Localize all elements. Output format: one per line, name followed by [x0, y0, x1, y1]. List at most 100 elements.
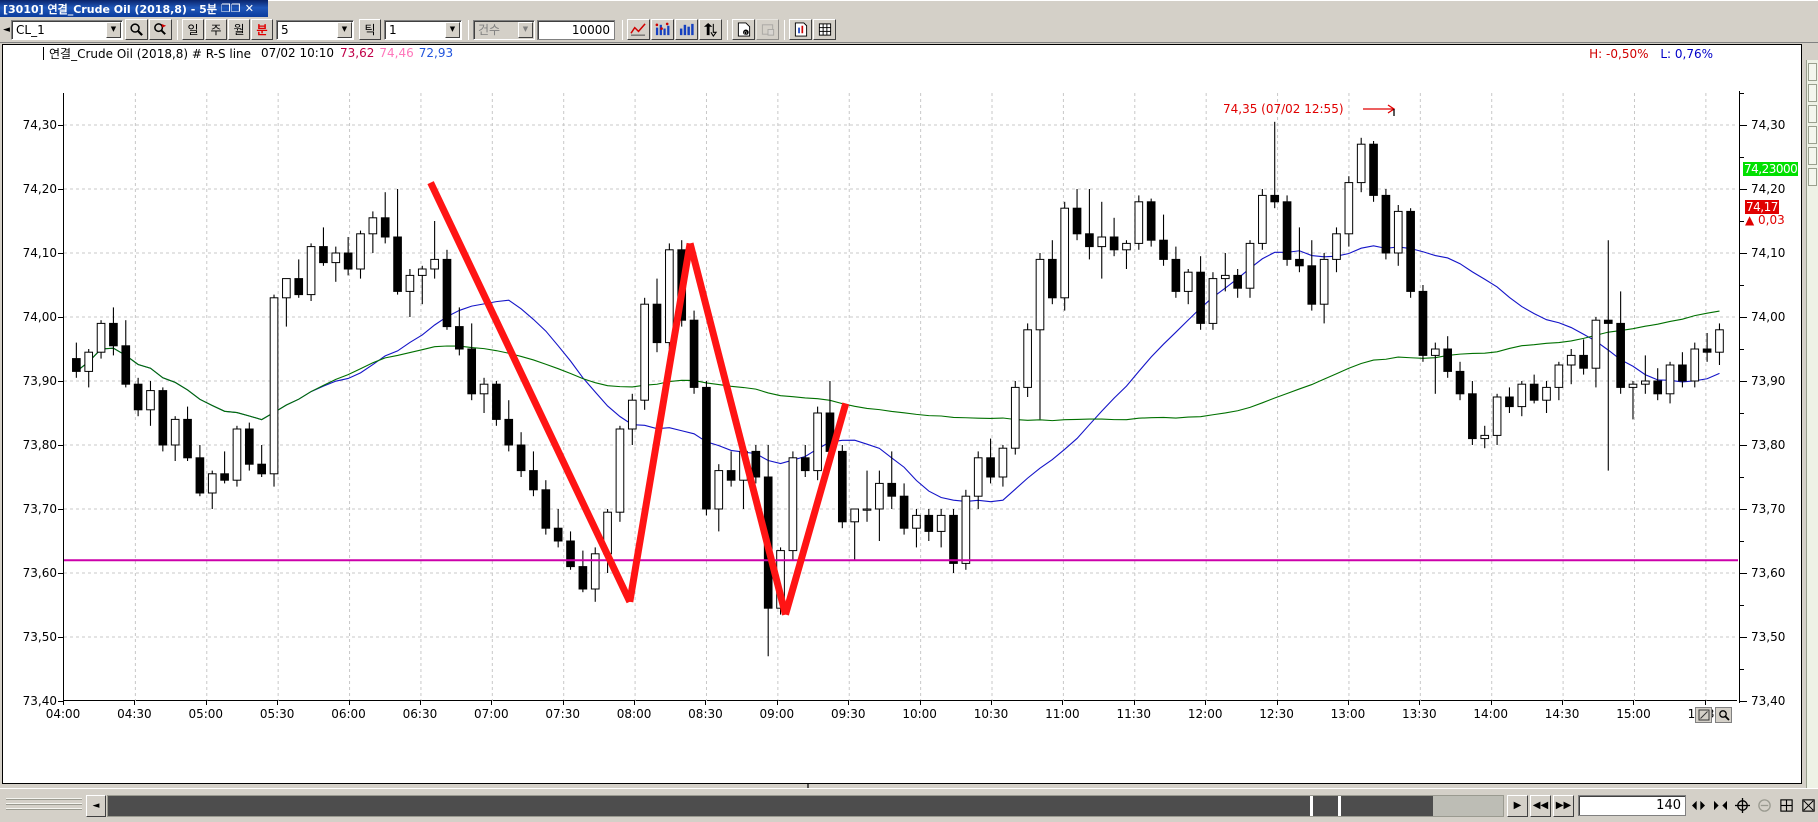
close-button[interactable]: ✕ — [244, 2, 254, 15]
x-axis-tick: 05:30 — [259, 707, 295, 721]
x-tick-mark — [1133, 700, 1135, 705]
x-tick-mark — [991, 700, 993, 705]
collapse-horizontal-icon[interactable] — [1710, 795, 1730, 817]
chevron-down-icon[interactable]: ▼ — [106, 21, 121, 38]
x-tick-mark — [848, 700, 850, 705]
y-axis-tick-left: 74,30 — [22, 118, 57, 132]
x-axis-tick: 09:00 — [759, 707, 795, 721]
minus-circle-icon[interactable] — [1754, 795, 1774, 817]
side-panel-item[interactable] — [1808, 84, 1817, 102]
x-axis-tick: 14:30 — [1544, 707, 1580, 721]
svg-text:D: D — [744, 30, 747, 35]
last-price-badge: 74,23000 — [1743, 161, 1799, 176]
x-tick-mark — [776, 700, 778, 705]
x-axis-tick: 05:00 — [188, 707, 224, 721]
close-box-icon[interactable] — [1798, 795, 1818, 817]
toolbar-scroll-left-icon[interactable]: ◄ — [3, 24, 10, 35]
price-plot[interactable] — [63, 93, 1738, 701]
period-button-week[interactable]: 주 — [205, 19, 227, 40]
legend-value-2: 74,46 — [379, 46, 414, 60]
x-axis-tick: 04:00 — [45, 707, 81, 721]
x-axis-tick: 11:30 — [1116, 707, 1152, 721]
side-panel-item[interactable] — [1808, 105, 1817, 123]
x-tick-mark — [1490, 700, 1492, 705]
x-axis-tick: 13:30 — [1402, 707, 1437, 721]
y-axis-tick-left: 74,20 — [22, 182, 57, 196]
y-axis-tick-left: 74,00 — [22, 310, 57, 324]
y-axis-tick-left: 73,50 — [22, 630, 57, 644]
count-type-value: 건수 — [478, 23, 501, 37]
chevron-down-icon[interactable]: ▼ — [518, 21, 533, 38]
grid-icon[interactable] — [1776, 795, 1796, 817]
scroll-left-button[interactable]: ◄ — [86, 794, 106, 817]
bar-chart-icon[interactable] — [675, 19, 698, 40]
side-panel-item[interactable] — [1808, 126, 1817, 144]
legend-value-1: 73,62 — [340, 46, 375, 60]
rewind-button[interactable]: ◀◀ — [1530, 794, 1551, 817]
page-data-icon[interactable]: D — [732, 19, 755, 40]
y-axis-tick-left: 73,40 — [22, 694, 57, 708]
x-axis-tick: 10:00 — [902, 707, 937, 721]
play-button[interactable]: ▶ — [1507, 794, 1528, 817]
x-axis-tick: 15:00 — [1616, 707, 1651, 721]
y-tick-mark — [58, 189, 63, 190]
y-minor-tick — [1740, 605, 1744, 606]
up-down-arrows-icon[interactable] — [699, 19, 722, 40]
y-minor-tick — [1740, 541, 1744, 542]
side-panel-item[interactable] — [1808, 63, 1817, 81]
y-axis-tick-right: 73,50 — [1751, 630, 1786, 644]
x-axis-tick: 12:00 — [1187, 707, 1223, 721]
resize-grip[interactable] — [2, 794, 86, 817]
x-tick-mark — [134, 700, 136, 705]
y-axis-tick-left: 74,10 — [22, 246, 57, 260]
right-side-panel[interactable] — [1806, 60, 1818, 805]
y-axis-tick-left: 73,80 — [22, 438, 57, 452]
toolbar-divider — [622, 19, 623, 40]
chevron-down-icon[interactable]: ▼ — [337, 21, 352, 38]
crosshair-icon[interactable] — [1732, 795, 1752, 817]
scatter-dots-icon[interactable] — [651, 19, 674, 40]
period-button-tick[interactable]: 틱 — [359, 19, 381, 40]
candlestick-svg — [64, 93, 1738, 701]
chevron-down-icon[interactable]: ▼ — [445, 21, 460, 38]
x-tick-mark — [1633, 700, 1635, 705]
count-input[interactable]: 10000 — [537, 19, 615, 40]
x-tick-mark — [348, 700, 350, 705]
legend-datetime: 07/02 10:10 — [261, 46, 335, 60]
side-panel-item[interactable] — [1808, 168, 1817, 186]
bar-count-input[interactable]: 140 — [1578, 795, 1686, 816]
side-panel-item[interactable] — [1808, 147, 1817, 165]
chart-toolbar: ◄ CL_1 ▼ 일 주 월 분 5 ▼ 틱 1 ▼ 건수 ▼ 10000 — [0, 17, 1818, 43]
y-minor-tick — [1740, 413, 1744, 414]
legend-divider — [43, 46, 44, 60]
symbol-combo[interactable]: CL_1 ▼ — [11, 19, 123, 40]
x-axis-tick: 11:00 — [1045, 707, 1080, 721]
chart-area: 연결_Crude Oil (2018,8) # R-S line 07/02 1… — [0, 43, 1818, 807]
y-tick-mark — [1740, 381, 1747, 382]
y-tick-mark — [58, 125, 63, 126]
scrollbar-thumb[interactable] — [108, 795, 1434, 816]
horizontal-scrollbar[interactable] — [107, 794, 1504, 817]
restore-button[interactable]: ❐❐ — [220, 2, 241, 15]
table-icon[interactable] — [813, 19, 836, 40]
find-cursor-icon[interactable] — [149, 19, 172, 40]
y-axis-tick-right: 73,80 — [1751, 438, 1786, 452]
stat-high: H: -0,50% — [1589, 47, 1649, 61]
forward-button[interactable]: ▶▶ — [1553, 794, 1574, 817]
period-button-minute[interactable]: 분 — [251, 19, 273, 40]
expand-horizontal-icon[interactable] — [1688, 795, 1708, 817]
period-button-day[interactable]: 일 — [182, 19, 204, 40]
measure-icon[interactable] — [1695, 707, 1712, 723]
tick-interval-combo[interactable]: 1 ▼ — [384, 19, 462, 40]
count-type-combo[interactable]: 건수 ▼ — [473, 19, 535, 40]
period-button-month[interactable]: 월 — [228, 19, 250, 40]
print-grid-icon[interactable] — [756, 19, 779, 40]
magnify-icon[interactable] — [1715, 707, 1732, 723]
x-tick-mark — [1704, 700, 1706, 705]
search-icon[interactable] — [125, 19, 148, 40]
line-chart-icon[interactable] — [627, 19, 650, 40]
minute-interval-combo[interactable]: 5 ▼ — [276, 19, 354, 40]
chart-panel[interactable]: 연결_Crude Oil (2018,8) # R-S line 07/02 1… — [2, 44, 1802, 807]
report-icon[interactable] — [789, 19, 812, 40]
x-tick-mark — [491, 700, 493, 705]
